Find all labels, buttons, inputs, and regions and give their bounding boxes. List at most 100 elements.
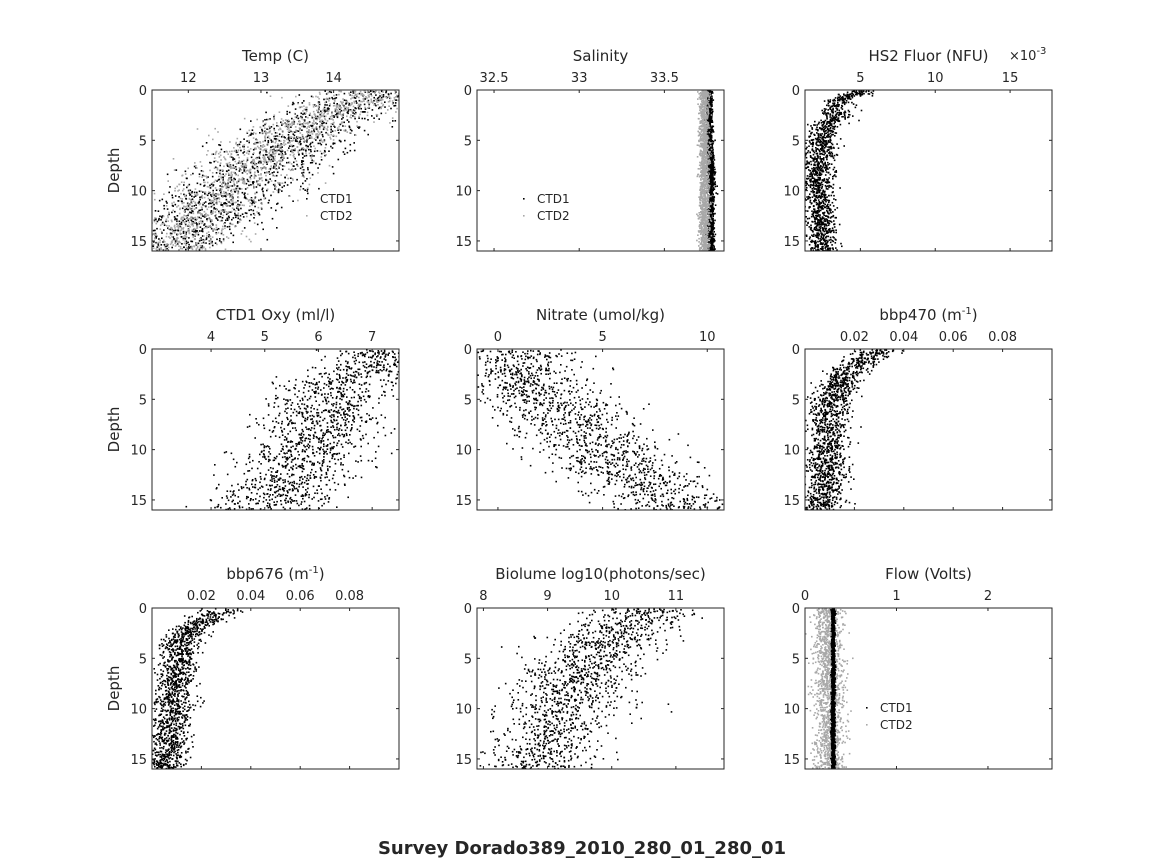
data-point <box>269 118 271 120</box>
data-point <box>294 137 297 140</box>
data-point <box>417 97 419 99</box>
data-point <box>254 192 257 195</box>
data-point <box>266 154 268 156</box>
data-point <box>192 225 194 227</box>
data-point <box>302 188 305 190</box>
data-point <box>259 159 262 162</box>
data-point <box>262 144 265 146</box>
data-point <box>231 185 233 187</box>
data-point <box>237 206 239 209</box>
data-point <box>364 111 366 113</box>
data-point <box>253 217 255 219</box>
data-point <box>361 111 364 113</box>
data-point <box>187 212 190 215</box>
data-point <box>174 245 177 247</box>
data-point <box>107 241 109 243</box>
data-point <box>174 203 177 206</box>
data-point <box>303 108 306 111</box>
data-point <box>705 124 708 127</box>
data-point <box>697 230 700 232</box>
data-point <box>228 193 230 196</box>
data-point <box>713 154 715 157</box>
data-point <box>705 249 707 251</box>
data-point <box>219 169 221 172</box>
data-point <box>711 90 714 93</box>
data-point <box>274 180 277 182</box>
data-point <box>182 238 185 241</box>
data-point <box>154 229 156 232</box>
data-point <box>378 96 380 99</box>
data-point <box>228 166 231 168</box>
data-point <box>350 91 352 93</box>
data-point <box>236 150 239 153</box>
data-point <box>296 178 298 181</box>
data-point <box>712 162 715 165</box>
data-point <box>335 97 338 99</box>
data-point <box>341 118 343 120</box>
data-point <box>276 135 278 137</box>
data-point <box>315 134 317 136</box>
data-point <box>115 248 117 250</box>
data-point <box>92 250 94 252</box>
data-point <box>197 202 200 204</box>
data-point <box>706 104 708 107</box>
data-point <box>182 228 184 230</box>
data-point <box>346 115 348 118</box>
data-point <box>709 128 712 130</box>
data-point <box>123 247 125 249</box>
data-point <box>286 110 288 113</box>
data-point <box>702 148 705 150</box>
data-point <box>187 230 190 232</box>
data-point <box>178 196 180 198</box>
data-point <box>171 204 174 207</box>
data-point <box>258 160 260 163</box>
data-point <box>110 232 112 234</box>
data-point <box>712 181 714 183</box>
data-point <box>108 247 110 249</box>
data-point <box>324 110 326 113</box>
data-point <box>219 162 222 164</box>
data-point <box>298 106 301 109</box>
data-point <box>176 218 178 220</box>
data-point <box>376 115 378 117</box>
data-point <box>705 180 708 183</box>
data-point <box>211 212 213 215</box>
data-point <box>316 115 319 118</box>
data-point <box>236 205 238 207</box>
data-point <box>252 167 254 169</box>
data-point <box>311 133 314 135</box>
data-point <box>267 202 270 204</box>
data-point <box>254 196 257 199</box>
data-point <box>190 223 193 226</box>
data-point <box>710 151 713 154</box>
data-point <box>201 174 204 177</box>
data-point <box>356 120 358 123</box>
data-point <box>247 135 250 137</box>
data-point <box>234 160 237 163</box>
data-point <box>333 104 336 107</box>
data-point <box>243 148 245 151</box>
data-point <box>340 107 343 109</box>
data-point <box>709 137 711 139</box>
data-point <box>323 127 326 130</box>
data-point <box>303 155 306 157</box>
data-point <box>270 141 273 143</box>
data-point <box>312 96 314 98</box>
data-point <box>288 139 291 142</box>
data-point <box>256 156 258 159</box>
data-point <box>210 223 213 225</box>
data-point <box>153 219 156 222</box>
data-point <box>276 171 279 174</box>
data-point <box>260 148 262 151</box>
data-point <box>291 150 294 153</box>
data-point <box>394 92 397 95</box>
data-point <box>262 228 264 231</box>
data-point <box>711 198 713 200</box>
data-point <box>215 224 218 226</box>
data-point <box>185 240 188 243</box>
data-point <box>162 239 165 242</box>
data-point <box>320 159 323 161</box>
data-point <box>712 99 715 101</box>
data-point <box>182 188 185 190</box>
data-point <box>188 221 191 224</box>
